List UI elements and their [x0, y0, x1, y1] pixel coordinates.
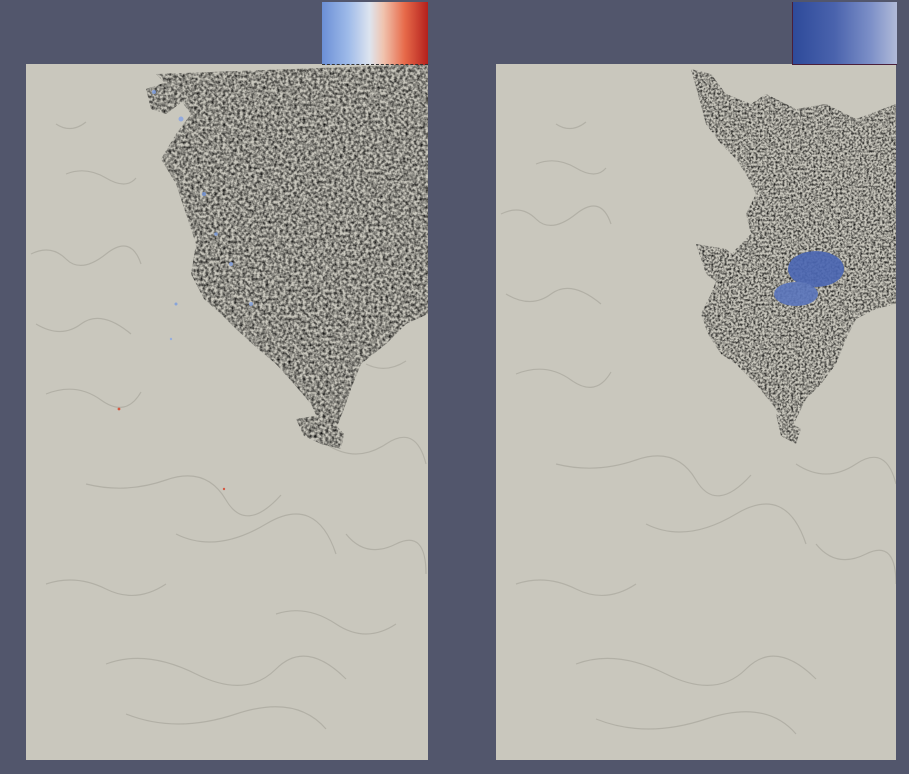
right-render-view[interactable]: [496, 64, 896, 760]
left-terrain-ridges: [30, 121, 427, 730]
left-render-view[interactable]: [26, 64, 428, 760]
right-terrain-ridges: [500, 121, 896, 735]
right-color-legend[interactable]: [792, 2, 897, 65]
left-color-legend[interactable]: [322, 2, 428, 65]
left-terrain-plot: [30, 64, 428, 730]
left-velocity-field: [146, 64, 428, 449]
right-depth-pond: [774, 251, 844, 306]
left-velocity-speckles: [117, 90, 253, 491]
right-terrain-plot: [500, 69, 896, 735]
right-depth-field: [691, 69, 896, 444]
